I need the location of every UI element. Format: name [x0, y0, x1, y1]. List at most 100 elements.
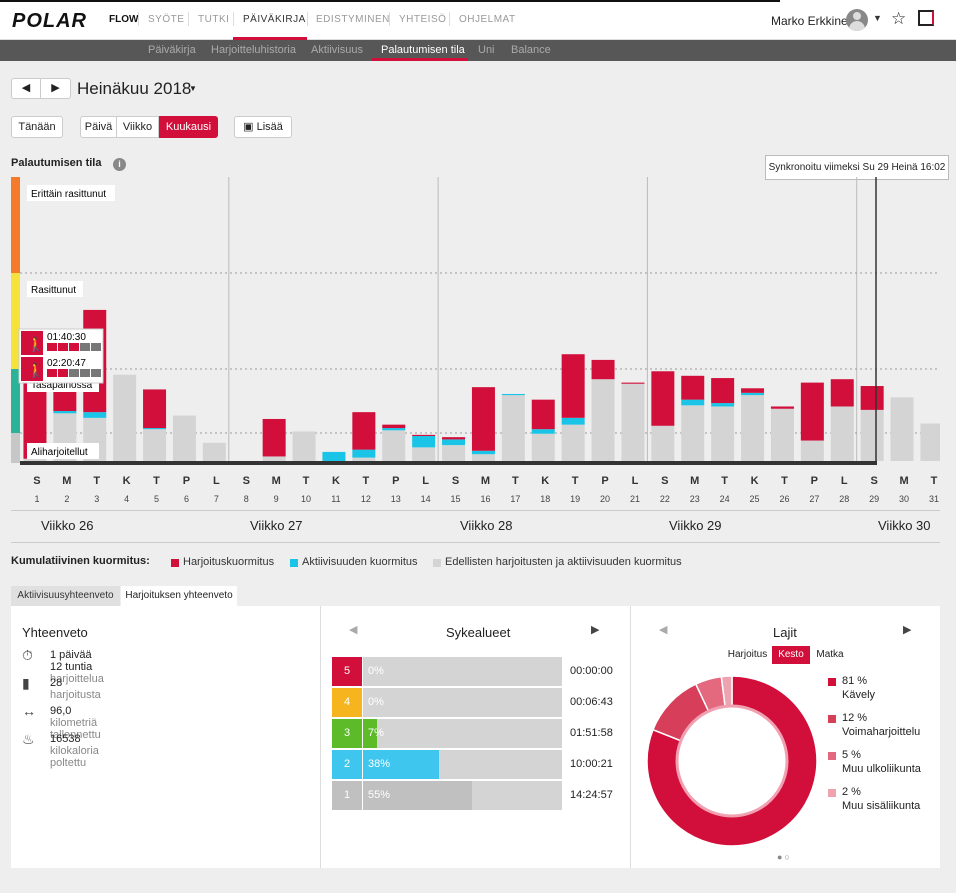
- bar-segment[interactable]: [143, 389, 167, 429]
- bar-segment[interactable]: [830, 406, 854, 461]
- tab-training-summary[interactable]: Harjoituksen yhteenveto: [121, 586, 237, 606]
- star-icon[interactable]: ☆: [891, 9, 907, 28]
- bar-segment[interactable]: [741, 392, 765, 396]
- bar-segment[interactable]: [711, 406, 735, 461]
- bar-segment[interactable]: [143, 429, 167, 461]
- bar-segment[interactable]: [711, 378, 735, 404]
- bar-segment[interactable]: [412, 434, 436, 437]
- pagination-dots[interactable]: ●○: [777, 852, 792, 862]
- bar-segment[interactable]: [890, 397, 914, 461]
- chevron-down-icon[interactable]: ▼: [873, 13, 882, 23]
- bar-segment[interactable]: [800, 382, 824, 441]
- bar-segment[interactable]: [202, 442, 226, 461]
- bar-segment[interactable]: [741, 395, 765, 461]
- bar-segment[interactable]: [920, 423, 940, 461]
- info-icon[interactable]: i: [113, 158, 126, 171]
- next-arrow-icon[interactable]: ▶: [591, 624, 600, 636]
- bar-segment[interactable]: [292, 431, 316, 461]
- bar-segment[interactable]: [531, 399, 555, 430]
- bar-segment[interactable]: [53, 411, 77, 414]
- bar-segment[interactable]: [741, 388, 765, 393]
- bar-segment[interactable]: [172, 415, 196, 461]
- subnav-balance[interactable]: Balance: [511, 44, 551, 56]
- bar-segment[interactable]: [860, 409, 884, 461]
- bar-segment[interactable]: [113, 374, 137, 461]
- user-name[interactable]: Marko Erkkinen: [771, 14, 855, 28]
- bar-segment[interactable]: [262, 456, 286, 461]
- nav-programs[interactable]: OHJELMAT: [459, 14, 516, 25]
- nav-diary[interactable]: PÄIVÄKIRJA: [243, 14, 306, 25]
- polar-logo[interactable]: POLAR: [12, 10, 87, 32]
- bar-segment[interactable]: [621, 383, 645, 461]
- bar-segment[interactable]: [770, 408, 794, 461]
- bar-segment[interactable]: [352, 457, 376, 461]
- bar-segment[interactable]: [651, 371, 675, 426]
- bar-segment[interactable]: [681, 399, 705, 406]
- nav-feed[interactable]: SYÖTE: [148, 14, 185, 25]
- bar-segment[interactable]: [561, 417, 585, 425]
- add-button[interactable]: ▣ Lisää: [234, 116, 292, 138]
- previous-month-button[interactable]: ◀: [11, 78, 41, 99]
- bar-segment[interactable]: [143, 428, 167, 430]
- avatar[interactable]: [846, 9, 868, 31]
- bar-segment[interactable]: [412, 436, 436, 448]
- today-button[interactable]: Tänään: [11, 116, 63, 138]
- bar-segment[interactable]: [352, 412, 376, 450]
- bar-segment[interactable]: [442, 445, 466, 461]
- previous-arrow-icon[interactable]: ◀: [349, 624, 358, 636]
- next-arrow-icon[interactable]: ▶: [903, 624, 912, 636]
- bar-segment[interactable]: [412, 447, 436, 461]
- flow-logo[interactable]: FLOW: [109, 14, 139, 25]
- bar-segment[interactable]: [591, 359, 615, 380]
- bar-segment[interactable]: [352, 449, 376, 458]
- bar-segment[interactable]: [531, 429, 555, 434]
- bar-segment[interactable]: [681, 405, 705, 461]
- month-title[interactable]: Heinäkuu 2018: [77, 79, 192, 98]
- bar-segment[interactable]: [860, 386, 884, 410]
- month-view-button[interactable]: Kuukausi: [159, 116, 218, 138]
- bar-segment[interactable]: [800, 440, 824, 461]
- bar-segment[interactable]: [711, 403, 735, 407]
- bar-segment[interactable]: [471, 454, 495, 461]
- bar-segment[interactable]: [471, 387, 495, 451]
- bar-segment[interactable]: [501, 395, 525, 461]
- bar-segment[interactable]: [23, 458, 47, 461]
- bar-segment[interactable]: [591, 379, 615, 461]
- bar-segment[interactable]: [531, 433, 555, 461]
- sync-icon[interactable]: [918, 10, 934, 26]
- nav-community[interactable]: YHTEISÖ: [399, 14, 447, 25]
- nav-progress[interactable]: EDISTYMINEN: [316, 14, 390, 25]
- bar-segment[interactable]: [382, 430, 406, 461]
- bar-segment[interactable]: [561, 424, 585, 461]
- nav-explore[interactable]: TUTKI: [198, 14, 230, 25]
- subnav-sleep[interactable]: Uni: [478, 44, 495, 56]
- bar-segment[interactable]: [681, 375, 705, 400]
- bar-segment[interactable]: [382, 424, 406, 429]
- subnav-recovery-status[interactable]: Palautumisen tila: [381, 44, 465, 56]
- tab-sessions[interactable]: Harjoitus: [727, 649, 768, 660]
- previous-arrow-icon[interactable]: ◀: [659, 624, 668, 636]
- bar-segment[interactable]: [83, 412, 107, 418]
- bar-segment[interactable]: [382, 428, 406, 431]
- bar-segment[interactable]: [471, 450, 495, 455]
- subnav-training-history[interactable]: Harjoitteluhistoria: [211, 44, 296, 56]
- bar-segment[interactable]: [770, 406, 794, 409]
- day-view-button[interactable]: Päivä: [80, 116, 117, 138]
- bar-segment[interactable]: [442, 437, 466, 440]
- tab-duration[interactable]: Kesto: [772, 646, 810, 664]
- tab-activity-summary[interactable]: Aktiivisuusyhteenveto: [11, 586, 120, 606]
- bar-segment[interactable]: [501, 393, 525, 396]
- week-view-button[interactable]: Viikko: [117, 116, 159, 138]
- tab-distance[interactable]: Matka: [816, 649, 844, 660]
- bar-segment[interactable]: [830, 379, 854, 407]
- bar-segment[interactable]: [322, 451, 346, 461]
- bar-segment[interactable]: [561, 354, 585, 418]
- bar-segment[interactable]: [621, 382, 645, 384]
- subnav-diary[interactable]: Päiväkirja: [148, 44, 196, 56]
- chevron-down-icon[interactable]: ▼: [189, 84, 197, 93]
- subnav-activity[interactable]: Aktiivisuus: [311, 44, 363, 56]
- next-month-button[interactable]: ▶: [41, 78, 71, 99]
- bar-segment[interactable]: [262, 418, 286, 457]
- bar-segment[interactable]: [651, 425, 675, 461]
- bar-segment[interactable]: [442, 439, 466, 446]
